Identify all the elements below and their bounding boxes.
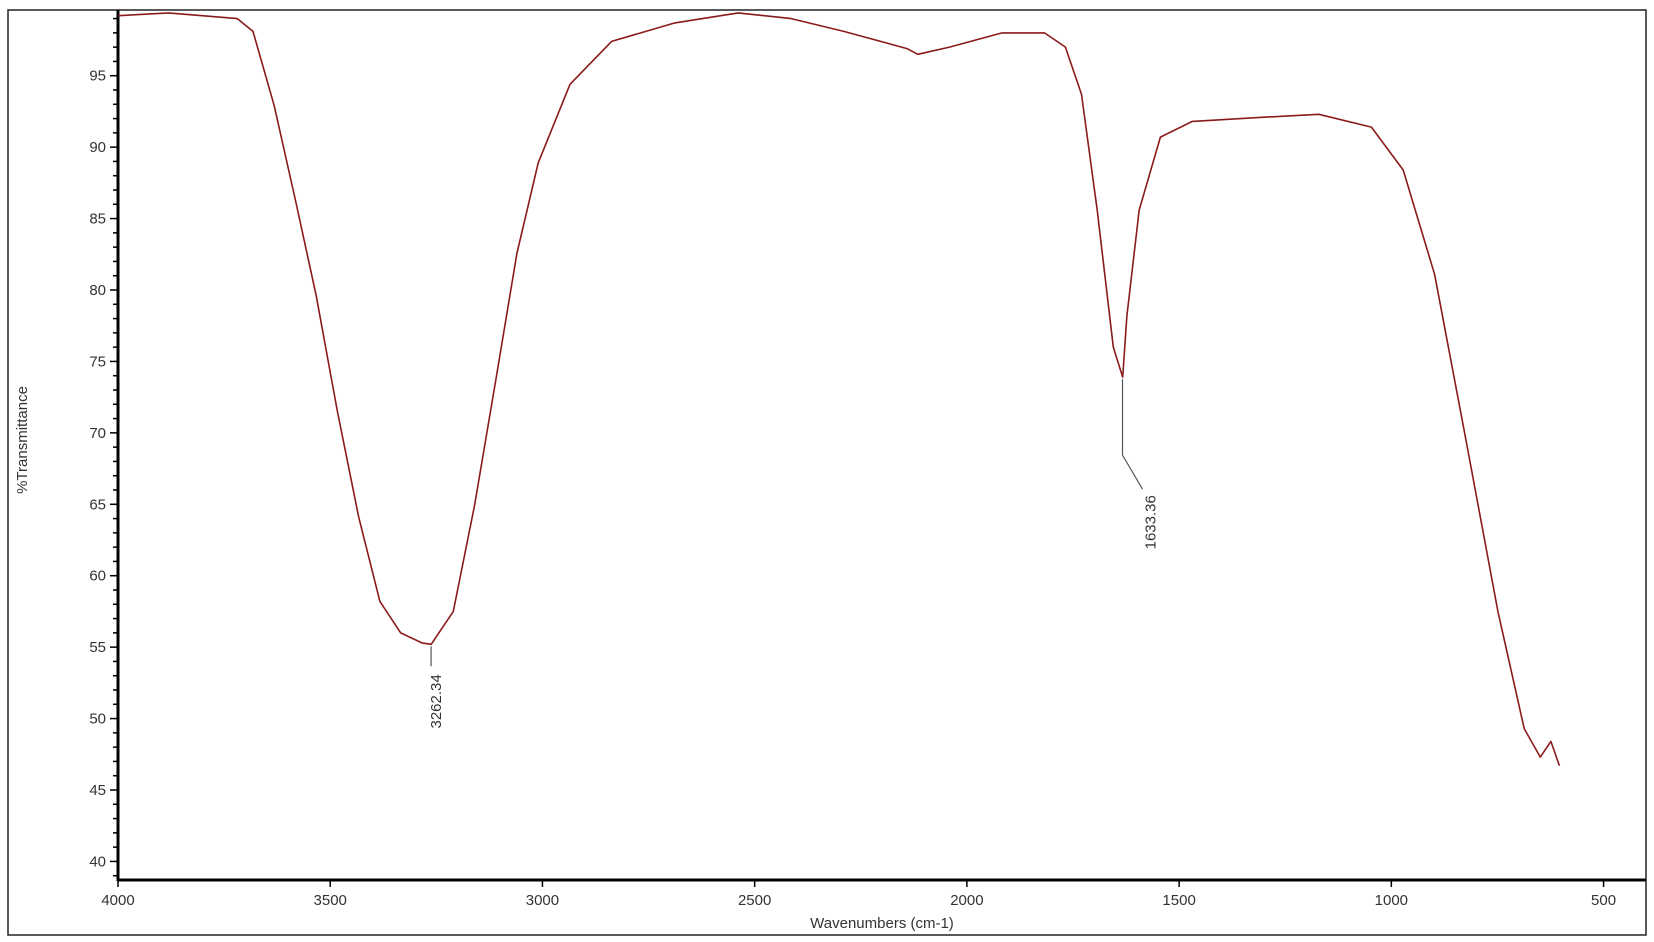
y-tick-label: 40: [89, 853, 106, 870]
x-tick-label: 500: [1591, 892, 1616, 909]
x-tick-label: 2000: [950, 892, 983, 909]
y-tick-label: 90: [89, 139, 106, 156]
y-tick-label: 55: [89, 639, 106, 656]
y-tick-label: 45: [89, 782, 106, 799]
y-axis-title: %Transmittance: [14, 386, 31, 494]
y-tick-label: 80: [89, 282, 106, 299]
x-tick-label: 1000: [1375, 892, 1408, 909]
peak-label: 3262.34: [428, 674, 445, 728]
peak-marker-line: [1121, 379, 1144, 490]
y-tick-label: 75: [89, 353, 106, 370]
y-tick-label: 50: [89, 711, 106, 728]
x-tick-label: 3000: [526, 892, 559, 909]
x-tick-label: 4000: [101, 892, 134, 909]
y-tick-label: 95: [89, 68, 106, 85]
x-tick-label: 3500: [314, 892, 347, 909]
x-tick-label: 1500: [1162, 892, 1195, 909]
y-tick-label: 70: [89, 425, 106, 442]
outer-frame: [7, 9, 1647, 936]
peak-annotations: 3262.34 1633.36: [428, 379, 1160, 729]
x-axis-ticks: 4000 3500 3000 2500 2000 1500 1000 500: [101, 880, 1616, 909]
x-tick-label: 2500: [738, 892, 771, 909]
y-tick-label: 60: [89, 568, 106, 585]
x-axis-title: Wavenumbers (cm-1): [810, 915, 954, 932]
y-tick-label: 85: [89, 211, 106, 228]
y-tick-label: 65: [89, 496, 106, 513]
peak-label: 1633.36: [1143, 495, 1160, 549]
spectrum-line: [117, 12, 1561, 766]
